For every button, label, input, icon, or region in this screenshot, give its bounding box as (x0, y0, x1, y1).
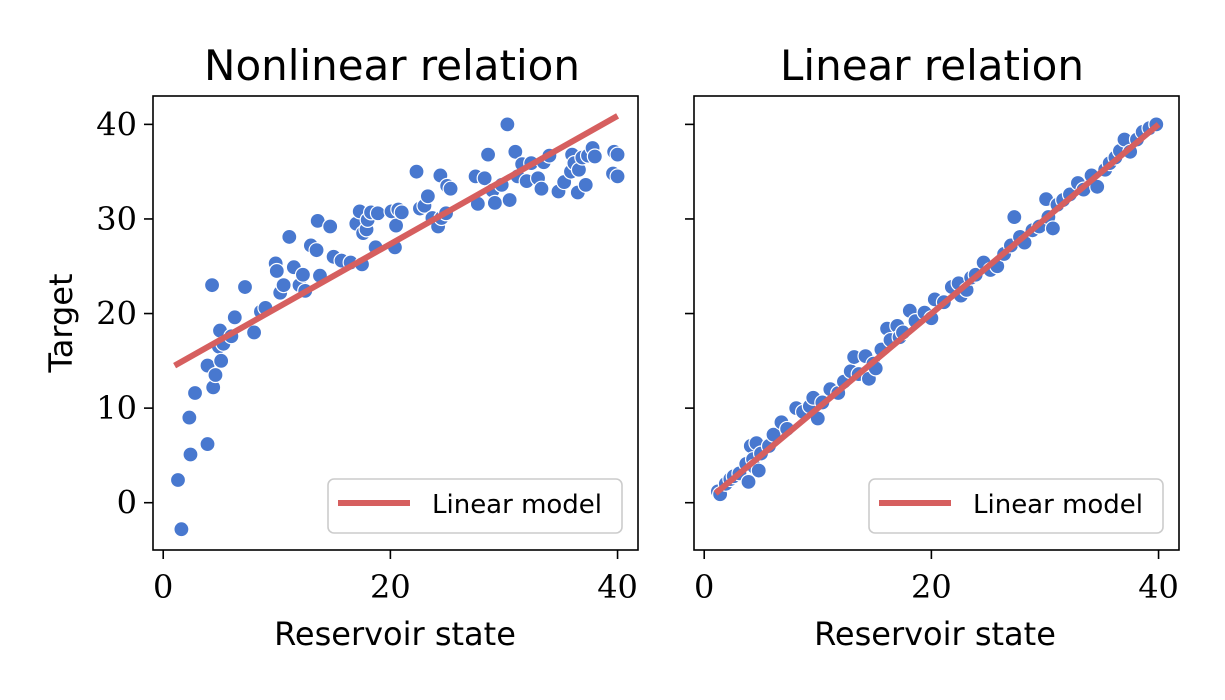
panel-nonlinear: Nonlinear relation 0 20 40 0 10 20 30 40 Reser… (42, 41, 639, 653)
scatter-point (186, 384, 204, 402)
x-tick-label: 0 (694, 568, 714, 606)
legend-box (868, 478, 1164, 534)
scatter-point (499, 116, 516, 133)
scatter-point (207, 366, 224, 384)
chart-title: Linear relation (780, 41, 1084, 90)
y-axis-label: Target (42, 274, 80, 374)
x-ticks: 0 20 40 (153, 550, 638, 606)
scatter-point (308, 242, 325, 259)
scatter-point (501, 191, 518, 209)
x-tick-label: 40 (597, 568, 638, 606)
scatter-point (226, 309, 243, 326)
legend: Linear model (327, 478, 623, 534)
scatter-point (442, 180, 459, 197)
linear-model-line (173, 113, 620, 369)
scatter-point (322, 218, 339, 235)
scatter-point (1044, 220, 1062, 237)
plot-frame (693, 95, 1180, 551)
legend-entry: Linear model (432, 490, 602, 520)
y-tick-label: 0 (117, 484, 137, 522)
y-tick-label: 40 (96, 105, 137, 143)
scatter-point (199, 435, 216, 453)
y-ticks (685, 123, 694, 504)
x-tick-label: 20 (911, 568, 952, 606)
scatter-point (740, 473, 757, 490)
scatter-point (182, 446, 199, 463)
legend-box (327, 478, 623, 534)
x-axis-label: Reservoir state (814, 615, 1056, 653)
scatter-point (268, 262, 285, 280)
scatter-point (181, 409, 198, 426)
scatter-point (203, 277, 221, 294)
scatter-point (586, 148, 603, 165)
scatter-point (245, 324, 263, 341)
y-tick-label: 30 (96, 200, 137, 238)
plot-frame (152, 95, 639, 551)
scatter-point (294, 266, 312, 283)
x-tick-label: 20 (370, 568, 411, 606)
scatter-point (236, 278, 254, 296)
scatter-point (609, 146, 626, 163)
linear-model-path (713, 122, 1161, 496)
legend-entry: Linear model (973, 490, 1143, 520)
linear-model-line (713, 122, 1161, 496)
x-axis-label: Reservoir state (274, 615, 516, 653)
scatter-point (507, 143, 524, 160)
scatter-point (533, 180, 550, 197)
scatter-point (169, 471, 187, 489)
x-ticks: 0 20 40 (694, 550, 1179, 606)
scatter-point (476, 170, 493, 187)
chart-title: Nonlinear relation (204, 41, 580, 90)
y-tick-label: 20 (96, 295, 137, 333)
scatter-point (609, 168, 626, 185)
x-tick-label: 0 (153, 568, 173, 606)
scatter-point (1006, 208, 1023, 226)
scatter-point (281, 228, 298, 246)
scatter-point (577, 176, 594, 194)
linear-model-path (173, 113, 620, 369)
panel-linear: Linear relation 0 20 40 Reservoir state Li… (685, 41, 1180, 653)
scatter-point (479, 146, 497, 163)
scatter-point (486, 194, 503, 211)
scatter-point (369, 205, 386, 222)
scatter-point (173, 521, 190, 538)
y-ticks: 0 10 20 30 40 (96, 105, 153, 522)
scatter-point (408, 163, 425, 180)
scatter-point (419, 188, 436, 205)
y-tick-label: 10 (96, 389, 137, 427)
scatter-point (213, 352, 230, 369)
legend: Linear model (868, 478, 1164, 534)
scatter-point (275, 277, 292, 294)
scatter-point (393, 204, 410, 221)
scatter-point (750, 462, 767, 479)
x-tick-label: 40 (1138, 568, 1179, 606)
